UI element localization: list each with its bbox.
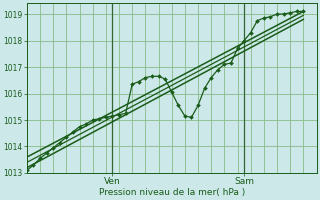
X-axis label: Pression niveau de la mer( hPa ): Pression niveau de la mer( hPa ) xyxy=(99,188,245,197)
